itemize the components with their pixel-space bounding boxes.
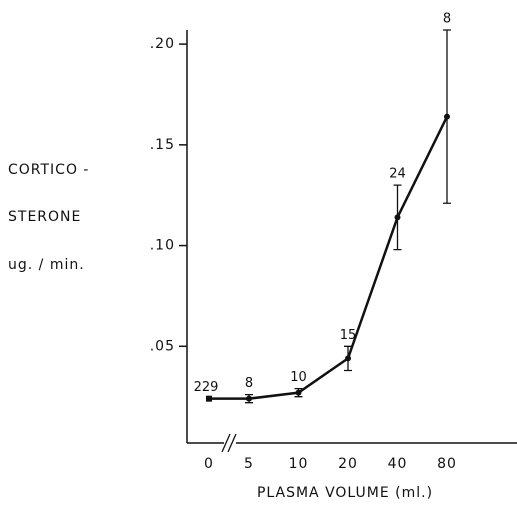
y-axis-label: STERONE <box>8 209 81 225</box>
x-tick-label: 10 <box>289 456 309 472</box>
y-tick-label: .20 <box>150 36 175 52</box>
y-tick-label: .05 <box>150 338 175 354</box>
y-axis-label: ug. / min. <box>8 257 85 273</box>
y-axis-label: CORTICO - <box>8 162 89 178</box>
point <box>206 395 212 402</box>
n-label: 229 <box>194 380 219 395</box>
n-label: 15 <box>340 328 357 343</box>
n-label: 8 <box>245 376 253 391</box>
n-label: 24 <box>389 167 406 182</box>
x-tick-label: 20 <box>338 456 358 472</box>
x-tick-label: 40 <box>388 456 408 472</box>
point <box>394 214 401 221</box>
y-tick-label: .15 <box>150 137 175 153</box>
point <box>345 355 351 362</box>
y-tick-label: .10 <box>150 238 175 254</box>
point <box>246 395 252 402</box>
x-axis-label: PLASMA VOLUME (ml.) <box>257 485 433 501</box>
n-label: 8 <box>443 12 451 27</box>
point <box>444 113 450 120</box>
point <box>295 389 302 396</box>
x-tick-label: 0 <box>204 456 214 472</box>
x-tick-label: 5 <box>244 456 254 472</box>
data-line <box>209 116 449 400</box>
n-label: 10 <box>290 370 307 385</box>
x-tick-label: 80 <box>437 456 457 472</box>
axis-break-gap <box>224 432 236 454</box>
axis-break <box>221 433 237 453</box>
